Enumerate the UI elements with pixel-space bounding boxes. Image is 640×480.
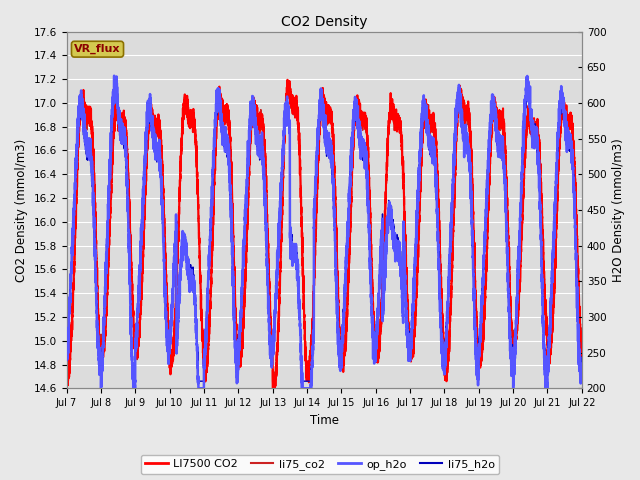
op_h2o (454, 89, 461, 95)
LI7500 CO2 (578, 356, 586, 362)
LI7500 CO2 (454, 105, 461, 110)
Legend: LI7500 CO2, li75_co2, op_h2o, li75_h2o: LI7500 CO2, li75_co2, op_h2o, li75_h2o (141, 455, 499, 474)
Text: VR_flux: VR_flux (74, 44, 121, 54)
Line: li75_co2: li75_co2 (67, 84, 582, 388)
LI7500 CO2 (550, 292, 557, 298)
op_h2o (110, 73, 118, 79)
Line: LI7500 CO2: LI7500 CO2 (67, 80, 582, 388)
op_h2o (307, 385, 314, 391)
li75_h2o (238, 291, 246, 297)
li75_h2o (63, 357, 70, 362)
op_h2o (238, 290, 246, 296)
li75_co2 (550, 282, 557, 288)
li75_h2o (111, 77, 119, 83)
li75_h2o (550, 224, 557, 230)
LI7500 CO2 (238, 348, 246, 354)
li75_co2 (238, 341, 246, 347)
LI7500 CO2 (284, 77, 291, 83)
li75_co2 (578, 352, 586, 358)
op_h2o (97, 385, 105, 391)
Title: CO2 Density: CO2 Density (281, 15, 367, 29)
li75_co2 (63, 363, 70, 369)
X-axis label: Time: Time (310, 414, 339, 427)
LI7500 CO2 (440, 331, 447, 337)
LI7500 CO2 (307, 351, 314, 357)
LI7500 CO2 (269, 385, 276, 391)
op_h2o (578, 366, 586, 372)
op_h2o (550, 229, 557, 235)
li75_h2o (307, 378, 314, 384)
li75_co2 (307, 348, 314, 353)
li75_co2 (270, 385, 278, 391)
li75_h2o (578, 360, 586, 365)
li75_co2 (285, 82, 293, 87)
li75_h2o (556, 106, 564, 112)
LI7500 CO2 (63, 367, 70, 372)
li75_h2o (440, 349, 447, 355)
li75_h2o (454, 92, 461, 98)
op_h2o (63, 353, 70, 359)
Line: li75_h2o: li75_h2o (67, 80, 582, 381)
op_h2o (556, 95, 564, 100)
li75_h2o (129, 378, 137, 384)
op_h2o (440, 362, 447, 368)
li75_co2 (440, 327, 447, 333)
Line: op_h2o: op_h2o (67, 76, 582, 388)
li75_co2 (454, 110, 461, 116)
LI7500 CO2 (556, 123, 564, 129)
Y-axis label: CO2 Density (mmol/m3): CO2 Density (mmol/m3) (15, 138, 28, 282)
Y-axis label: H2O Density (mmol/m3): H2O Density (mmol/m3) (612, 138, 625, 282)
li75_co2 (556, 124, 564, 130)
